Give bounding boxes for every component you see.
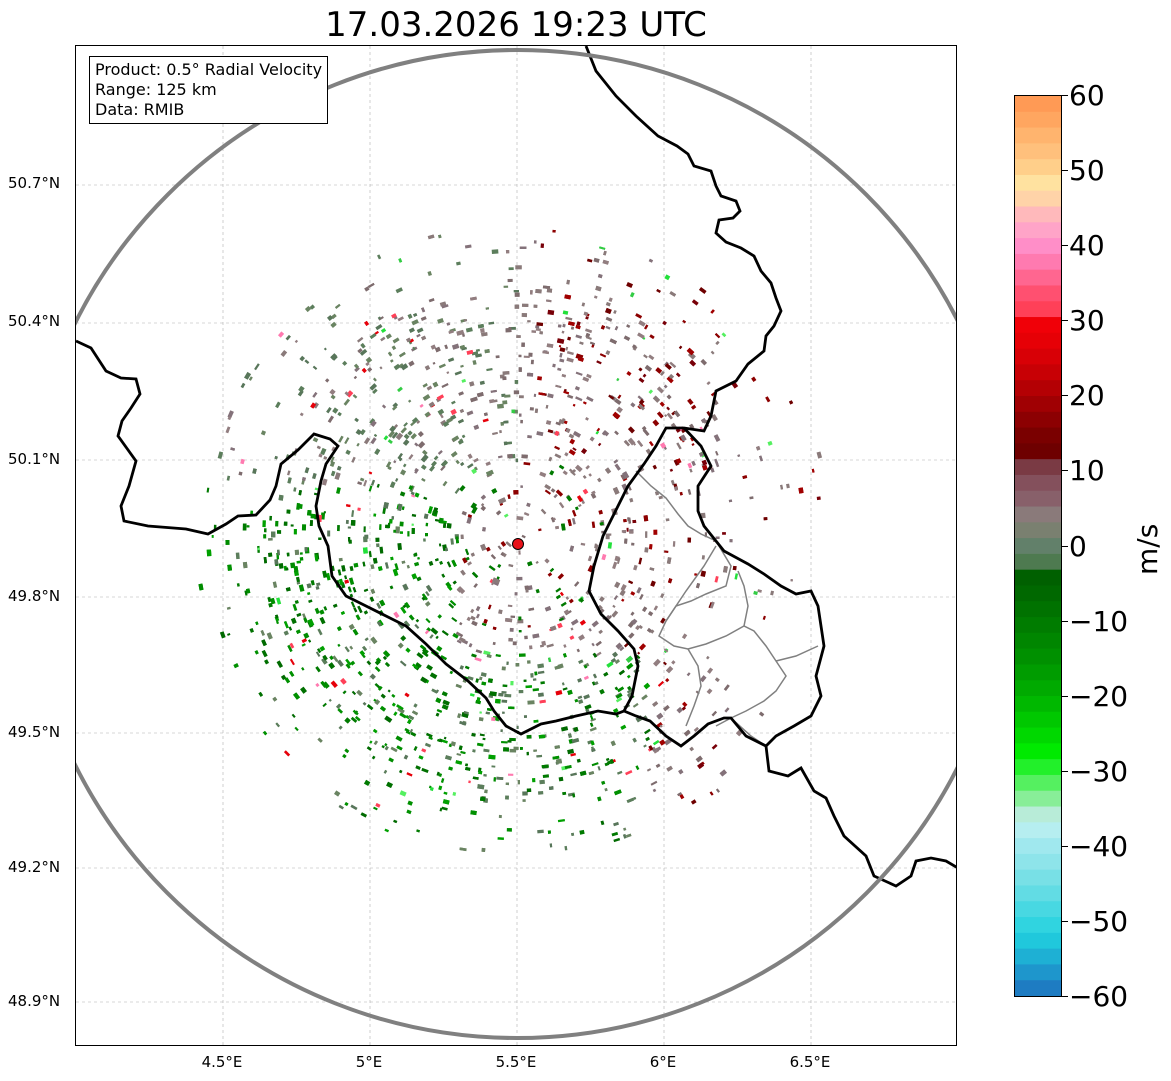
- map-gridlines: [76, 46, 956, 1045]
- lon-tick-label: 6°E: [649, 1053, 677, 1071]
- lat-tick-label: 49.2°N: [8, 858, 61, 876]
- colorbar-tick-label: −60: [1069, 980, 1129, 1013]
- lat-tick-label: 50.4°N: [8, 312, 61, 330]
- map-title: 17.03.2026 19:23 UTC: [325, 5, 707, 45]
- subregion-border: [635, 470, 787, 727]
- colorbar-unit-label: m/s: [1131, 523, 1164, 575]
- lat-tick-label: 49.5°N: [8, 723, 61, 741]
- lat-tick-label: 49.8°N: [8, 587, 61, 605]
- velocity-colorbar: [1014, 95, 1062, 997]
- colorbar-tick: [1062, 771, 1068, 772]
- colorbar-tick: [1062, 245, 1068, 246]
- national-border: [76, 46, 783, 736]
- product-info-box: Product: 0.5° Radial Velocity Range: 125…: [89, 56, 329, 124]
- colorbar-tick-label: −40: [1069, 830, 1129, 863]
- colorbar-tick: [1062, 996, 1068, 997]
- colorbar-tick: [1062, 170, 1068, 171]
- colorbar-tick: [1062, 846, 1068, 847]
- lon-tick-label: 6.5°E: [789, 1053, 831, 1071]
- lat-tick-label: 50.7°N: [8, 174, 61, 192]
- colorbar-tick: [1062, 621, 1068, 622]
- lon-tick-label: 5°E: [355, 1053, 383, 1071]
- radar-site-marker[interactable]: [512, 538, 524, 550]
- colorbar-tick: [1062, 395, 1068, 396]
- radar-map-canvas: [76, 46, 956, 1045]
- colorbar-tick-label: 40: [1069, 229, 1105, 262]
- colorbar-tick-label: −30: [1069, 755, 1129, 788]
- colorbar-tick: [1062, 95, 1068, 96]
- colorbar-tick-label: −10: [1069, 605, 1129, 638]
- colorbar-tick: [1062, 696, 1068, 697]
- colorbar-tick-label: 10: [1069, 454, 1105, 487]
- subregion-border: [665, 545, 819, 747]
- colorbar-tick-label: 20: [1069, 379, 1105, 412]
- lat-tick-label: 50.1°N: [8, 450, 61, 468]
- colorbar-tick-label: −50: [1069, 905, 1129, 938]
- lon-tick-label: 5.5°E: [495, 1053, 537, 1071]
- colorbar-tick-label: 0: [1069, 530, 1087, 563]
- national-border: [623, 427, 826, 748]
- lon-tick-label: 4.5°E: [201, 1053, 243, 1071]
- range-line: Range: 125 km: [95, 80, 217, 99]
- national-border: [764, 745, 956, 888]
- colorbar-tick: [1062, 546, 1068, 547]
- colorbar-tick-label: −20: [1069, 680, 1129, 713]
- colorbar-tick: [1062, 320, 1068, 321]
- colorbar-tick-label: 50: [1069, 154, 1105, 187]
- colorbar-tick-label: 30: [1069, 304, 1105, 337]
- radar-map[interactable]: [75, 45, 957, 1046]
- max-range-ring: [76, 48, 956, 1040]
- colorbar-tick-label: 60: [1069, 79, 1105, 112]
- colorbar-tick: [1062, 921, 1068, 922]
- colorbar-tick: [1062, 470, 1068, 471]
- data-source-line: Data: RMIB: [95, 100, 185, 119]
- product-line: Product: 0.5° Radial Velocity: [95, 60, 323, 79]
- lat-tick-label: 48.9°N: [8, 992, 61, 1010]
- radar-echoes: [198, 229, 823, 852]
- colorbar-gradient: [1015, 96, 1061, 996]
